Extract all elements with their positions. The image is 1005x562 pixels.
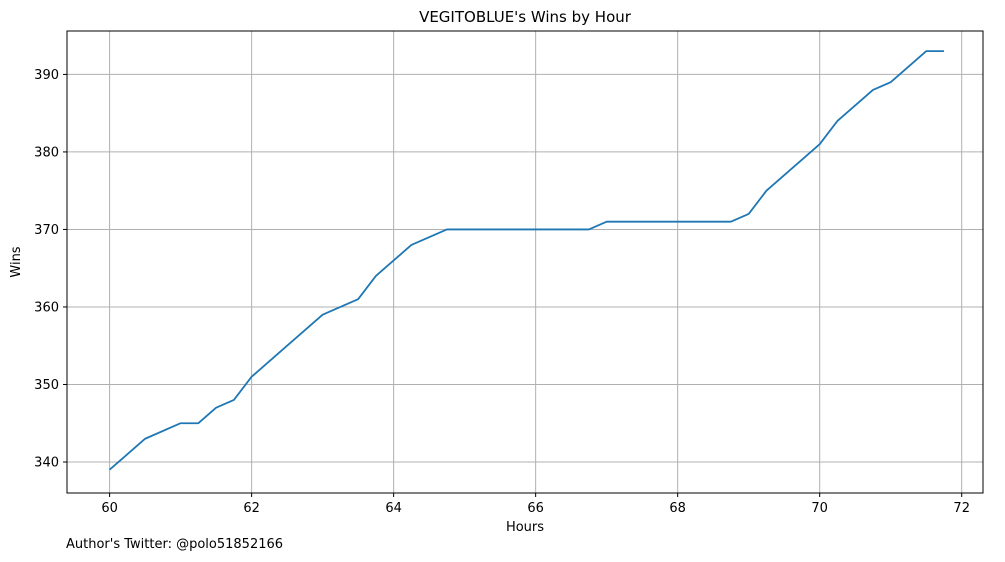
x-tick-label: 70 (811, 501, 828, 516)
y-axis-label: Wins (9, 246, 24, 277)
y-tick-label: 380 (34, 145, 59, 160)
y-tick-label: 390 (34, 68, 59, 83)
y-axis-ticks: 340 350 360 370 380 390 (34, 68, 67, 470)
x-tick-label: 72 (953, 501, 970, 516)
chart-title: VEGITOBLUE's Wins by Hour (419, 8, 632, 26)
x-tick-label: 66 (527, 501, 544, 516)
x-tick-label: 64 (385, 501, 402, 516)
series-line-wins (109, 50, 944, 471)
x-tick-label: 68 (669, 501, 686, 516)
grid-lines (67, 31, 983, 493)
y-tick-label: 340 (34, 455, 59, 470)
plot-frame (66, 30, 984, 494)
author-twitter-note: Author's Twitter: @polo51852166 (66, 537, 284, 552)
x-axis-ticks: 60 62 64 66 68 70 72 (101, 493, 970, 516)
x-tick-label: 62 (243, 501, 260, 516)
y-tick-label: 350 (34, 378, 59, 393)
y-tick-label: 370 (34, 223, 59, 238)
y-tick-label: 360 (34, 300, 59, 315)
x-axis-label: Hours (506, 520, 544, 535)
x-tick-label: 60 (101, 501, 118, 516)
